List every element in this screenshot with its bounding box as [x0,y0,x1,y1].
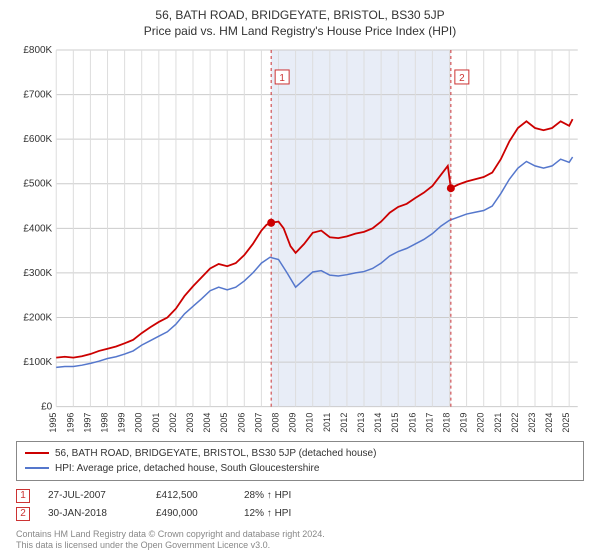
svg-text:2023: 2023 [527,413,537,433]
svg-text:£700K: £700K [23,90,52,101]
legend: 56, BATH ROAD, BRIDGEYATE, BRISTOL, BS30… [16,441,584,481]
sale-price: £490,000 [156,508,226,519]
svg-text:2011: 2011 [322,413,332,432]
legend-swatch-icon [25,467,49,469]
svg-text:2: 2 [459,73,465,84]
svg-text:2016: 2016 [407,413,417,433]
sale-date: 30-JAN-2018 [48,508,138,519]
svg-text:2005: 2005 [219,413,229,433]
sales-table: 1 27-JUL-2007 £412,500 28% ↑ HPI 2 30-JA… [16,487,584,523]
svg-text:2022: 2022 [510,413,520,433]
chart-area: £0 £100K £200K £300K £400K £500K £600K £700K £80… [16,44,584,437]
svg-text:2010: 2010 [305,413,315,433]
svg-text:£400K: £400K [23,223,52,234]
svg-text:2000: 2000 [134,413,144,433]
svg-text:1997: 1997 [82,413,92,433]
svg-text:2003: 2003 [185,413,195,433]
sale-badge-icon: 2 [16,507,30,521]
sale-badge-icon: 1 [16,489,30,503]
svg-text:2024: 2024 [544,413,554,433]
svg-text:2007: 2007 [253,413,263,433]
svg-text:2015: 2015 [390,413,400,433]
svg-text:£200K: £200K [23,312,52,323]
svg-text:1: 1 [279,73,285,84]
legend-swatch-icon [25,452,49,454]
sale-price: £412,500 [156,490,226,501]
line-chart: £0 £100K £200K £300K £400K £500K £600K £700K £80… [16,44,584,437]
svg-text:2012: 2012 [339,413,349,433]
sale-delta: 28% ↑ HPI [244,490,334,501]
svg-text:2013: 2013 [356,413,366,433]
sale-delta: 12% ↑ HPI [244,508,334,519]
svg-text:2006: 2006 [236,413,246,433]
table-row: 1 27-JUL-2007 £412,500 28% ↑ HPI [16,487,584,505]
svg-text:£300K: £300K [23,268,52,279]
svg-text:2001: 2001 [151,413,161,433]
legend-label: 56, BATH ROAD, BRIDGEYATE, BRISTOL, BS30… [55,446,376,461]
svg-text:£100K: £100K [23,357,52,368]
svg-text:£600K: £600K [23,134,52,145]
svg-text:2020: 2020 [476,413,486,433]
footer-attribution: Contains HM Land Registry data © Crown c… [16,529,584,552]
svg-text:£800K: £800K [23,45,52,56]
legend-item: 56, BATH ROAD, BRIDGEYATE, BRISTOL, BS30… [25,446,575,461]
footer-line: This data is licensed under the Open Gov… [16,540,584,552]
legend-label: HPI: Average price, detached house, Sout… [55,461,319,476]
svg-text:2025: 2025 [561,413,571,433]
legend-item: HPI: Average price, detached house, Sout… [25,461,575,476]
svg-text:2002: 2002 [168,413,178,433]
title-subtitle: Price paid vs. HM Land Registry's House … [16,24,584,38]
svg-text:2004: 2004 [202,413,212,433]
svg-text:2008: 2008 [271,413,281,433]
chart-container: 56, BATH ROAD, BRIDGEYATE, BRISTOL, BS30… [0,0,600,560]
footer-line: Contains HM Land Registry data © Crown c… [16,529,584,541]
svg-text:1998: 1998 [100,413,110,433]
svg-text:2019: 2019 [459,413,469,433]
svg-text:2018: 2018 [441,413,451,433]
svg-text:1996: 1996 [65,413,75,433]
svg-text:1999: 1999 [117,413,127,433]
svg-text:£0: £0 [41,402,53,413]
svg-text:2009: 2009 [288,413,298,433]
svg-text:2021: 2021 [493,413,503,433]
svg-text:£500K: £500K [23,179,52,190]
title-address: 56, BATH ROAD, BRIDGEYATE, BRISTOL, BS30… [16,8,584,22]
svg-text:2017: 2017 [424,413,434,433]
svg-text:2014: 2014 [373,413,383,433]
table-row: 2 30-JAN-2018 £490,000 12% ↑ HPI [16,505,584,523]
sale-date: 27-JUL-2007 [48,490,138,501]
svg-text:1995: 1995 [48,413,58,433]
